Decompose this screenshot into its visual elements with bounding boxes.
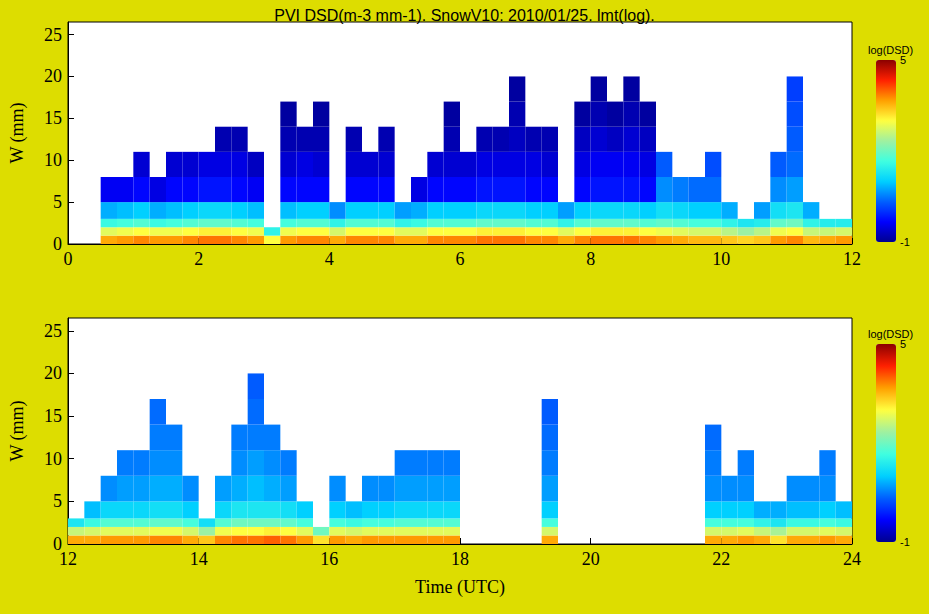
svg-text:5: 5 bbox=[53, 491, 62, 511]
svg-text:20: 20 bbox=[44, 363, 62, 383]
svg-text:8: 8 bbox=[586, 249, 595, 269]
svg-text:20: 20 bbox=[582, 549, 600, 569]
svg-text:5: 5 bbox=[900, 54, 906, 66]
svg-text:15: 15 bbox=[44, 108, 62, 128]
svg-text:W (mm): W (mm) bbox=[7, 400, 28, 461]
svg-text:0: 0 bbox=[53, 234, 62, 254]
svg-text:0: 0 bbox=[64, 249, 73, 269]
svg-text:2: 2 bbox=[194, 249, 203, 269]
svg-text:14: 14 bbox=[190, 549, 208, 569]
svg-text:log(DSD): log(DSD) bbox=[868, 328, 913, 340]
svg-text:4: 4 bbox=[325, 249, 334, 269]
svg-text:20: 20 bbox=[44, 66, 62, 86]
svg-text:log(DSD): log(DSD) bbox=[868, 44, 913, 56]
svg-text:PVI DSD(m-3 mm-1). SnowV10: 20: PVI DSD(m-3 mm-1). SnowV10: 2010/01/25. … bbox=[274, 7, 655, 24]
svg-text:12: 12 bbox=[59, 549, 77, 569]
svg-text:W (mm): W (mm) bbox=[7, 102, 28, 163]
svg-text:10: 10 bbox=[44, 150, 62, 170]
svg-text:22: 22 bbox=[712, 549, 730, 569]
svg-text:18: 18 bbox=[451, 549, 469, 569]
svg-text:-1: -1 bbox=[900, 236, 910, 248]
svg-text:5: 5 bbox=[53, 192, 62, 212]
svg-text:6: 6 bbox=[456, 249, 465, 269]
svg-text:12: 12 bbox=[843, 249, 861, 269]
svg-text:10: 10 bbox=[712, 249, 730, 269]
svg-text:24: 24 bbox=[843, 549, 861, 569]
svg-text:16: 16 bbox=[320, 549, 338, 569]
svg-text:25: 25 bbox=[44, 321, 62, 341]
svg-text:15: 15 bbox=[44, 406, 62, 426]
svg-text:25: 25 bbox=[44, 25, 62, 45]
svg-text:-1: -1 bbox=[900, 536, 910, 548]
svg-text:5: 5 bbox=[900, 338, 906, 350]
svg-text:Time (UTC): Time (UTC) bbox=[415, 577, 505, 598]
svg-text:10: 10 bbox=[44, 449, 62, 469]
svg-text:0: 0 bbox=[53, 534, 62, 554]
